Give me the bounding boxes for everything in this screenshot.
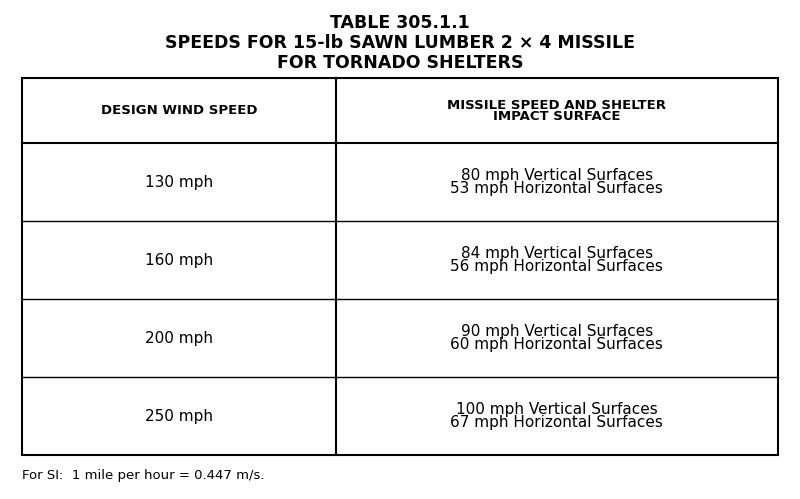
Text: 67 mph Horizontal Surfaces: 67 mph Horizontal Surfaces (450, 415, 663, 430)
Text: TABLE 305.1.1: TABLE 305.1.1 (330, 14, 470, 32)
Text: IMPACT SURFACE: IMPACT SURFACE (493, 109, 621, 122)
Text: 200 mph: 200 mph (145, 330, 213, 345)
Text: FOR TORNADO SHELTERS: FOR TORNADO SHELTERS (277, 54, 523, 72)
Text: 250 mph: 250 mph (145, 409, 213, 424)
Bar (22, 78, 778, 455)
Text: 56 mph Horizontal Surfaces: 56 mph Horizontal Surfaces (450, 259, 663, 274)
Text: 130 mph: 130 mph (145, 175, 213, 190)
Text: 53 mph Horizontal Surfaces: 53 mph Horizontal Surfaces (450, 181, 663, 196)
Text: SPEEDS FOR 15-lb SAWN LUMBER 2 × 4 MISSILE: SPEEDS FOR 15-lb SAWN LUMBER 2 × 4 MISSI… (165, 34, 635, 52)
Text: 80 mph Vertical Surfaces: 80 mph Vertical Surfaces (461, 168, 653, 183)
Text: 90 mph Vertical Surfaces: 90 mph Vertical Surfaces (461, 324, 653, 339)
Text: DESIGN WIND SPEED: DESIGN WIND SPEED (101, 104, 257, 117)
Text: For SI:  1 mile per hour = 0.447 m/s.: For SI: 1 mile per hour = 0.447 m/s. (22, 469, 265, 482)
Text: MISSILE SPEED AND SHELTER: MISSILE SPEED AND SHELTER (447, 98, 666, 111)
Text: 100 mph Vertical Surfaces: 100 mph Vertical Surfaces (456, 402, 658, 417)
Text: 84 mph Vertical Surfaces: 84 mph Vertical Surfaces (461, 246, 653, 261)
Text: 60 mph Horizontal Surfaces: 60 mph Horizontal Surfaces (450, 337, 663, 352)
Text: 160 mph: 160 mph (145, 252, 213, 267)
